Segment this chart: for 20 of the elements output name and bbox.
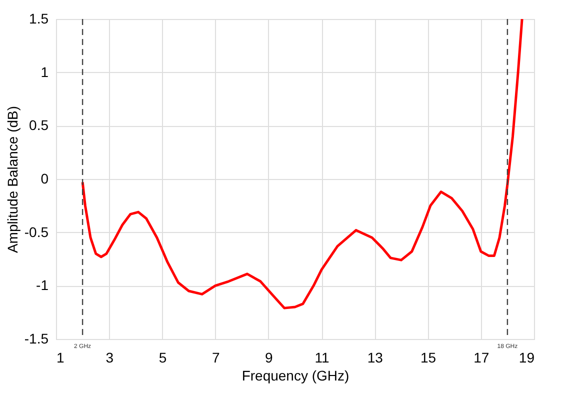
x-tick-label: 7: [212, 350, 220, 366]
y-tick-label: -1.5: [24, 330, 49, 346]
y-tick-label: 0: [40, 170, 49, 186]
y-tick-label: -1: [36, 277, 49, 294]
y-tick-label: 1: [40, 64, 49, 80]
x-tick-label: 15: [420, 350, 436, 366]
x-tick-label: 5: [158, 350, 167, 366]
x-tick-label: 9: [265, 350, 274, 366]
y-axis-title: Amplitude Balance (dB): [4, 106, 20, 254]
x-axis-title: Frequency (GHz): [242, 368, 350, 384]
x-tick-label: 11: [314, 350, 330, 366]
line-series: [81, 19, 524, 310]
x-tick-label: 3: [106, 350, 114, 366]
x-tick-label: 13: [367, 350, 384, 366]
y-tick-label: 0.5: [29, 117, 49, 134]
y-tick-label: -0.5: [24, 224, 49, 240]
y-tick-label: 1.5: [29, 10, 49, 26]
x-tick-label: 1: [56, 350, 64, 366]
x-tick-label: 19: [518, 350, 535, 366]
x-tick-label: 17: [474, 350, 490, 366]
